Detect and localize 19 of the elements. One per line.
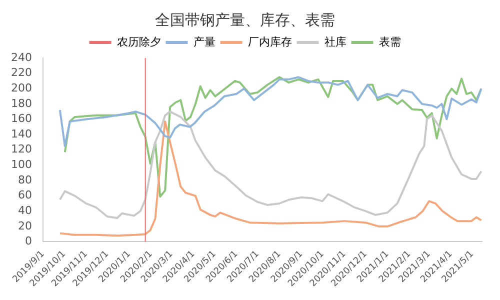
legend-label: 产量 bbox=[193, 35, 216, 48]
y-tick-label: 100 bbox=[10, 158, 32, 172]
y-tick-label: 180 bbox=[10, 96, 32, 110]
y-tick-label: 140 bbox=[10, 127, 32, 140]
y-tick-label: 160 bbox=[10, 112, 32, 126]
y-tick-label: 40 bbox=[18, 204, 32, 217]
y-tick-label: 20 bbox=[18, 219, 32, 232]
chart-title: 全国带钢产量、库存、表需 bbox=[155, 10, 335, 29]
ref-line-label: 农历除夕 bbox=[116, 35, 161, 48]
y-tick-label: 240 bbox=[10, 50, 32, 64]
y-tick-label: 0 bbox=[24, 234, 32, 248]
y-tick-label: 120 bbox=[10, 142, 32, 156]
y-tick-label: 220 bbox=[10, 66, 32, 80]
y-tick-label: 60 bbox=[18, 188, 32, 202]
legend-label: 社库 bbox=[324, 35, 346, 48]
y-tick-label: 80 bbox=[18, 173, 32, 186]
y-tick-label: 200 bbox=[10, 81, 32, 94]
legend-label: 厂内库存 bbox=[248, 35, 292, 48]
legend-label: 表需 bbox=[378, 35, 401, 48]
